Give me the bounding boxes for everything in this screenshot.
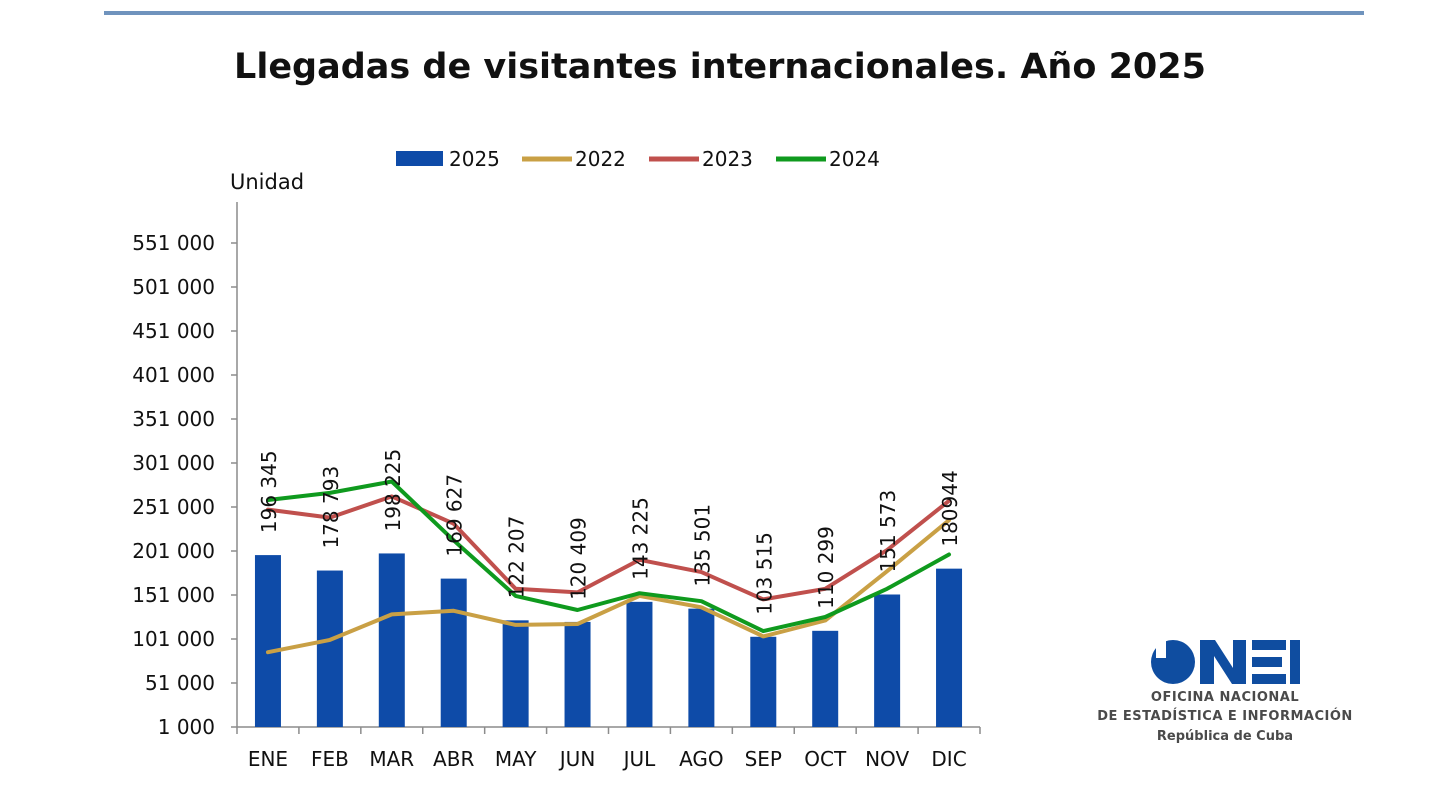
x-tick-label: MAR	[369, 747, 414, 771]
x-tick-label: JUL	[622, 747, 657, 771]
x-tick-label: JUN	[558, 747, 596, 771]
bar-sep	[750, 636, 777, 727]
data-label-oct: 110 299	[814, 526, 838, 609]
y-tick-label: 251 000	[132, 495, 215, 519]
y-tick-label: 501 000	[132, 275, 215, 299]
logo-line-3: República de Cuba	[1156, 729, 1294, 744]
x-tick-label: DIC	[931, 747, 966, 771]
bar-ene	[254, 555, 281, 727]
line-series-2024	[266, 479, 951, 634]
y-axis-label: Unidad	[230, 170, 304, 194]
x-tick-label: ABR	[433, 747, 474, 771]
data-label-ene: 196 345	[257, 450, 281, 533]
onei-logo-mark	[1151, 640, 1300, 684]
bar-abr	[440, 578, 467, 727]
data-label-jul: 143 225	[628, 497, 652, 580]
legend-swatch-2025	[396, 151, 443, 166]
y-tick-label: 1 000	[158, 715, 215, 739]
bar-jun	[564, 621, 591, 727]
x-tick-label: OCT	[804, 747, 847, 771]
data-label-sep: 103 515	[752, 532, 776, 615]
data-label-nov: 151 573	[876, 490, 900, 573]
x-tick-label: FEB	[311, 747, 349, 771]
y-tick-label: 451 000	[132, 319, 215, 343]
y-tick-label: 151 000	[132, 583, 215, 607]
y-tick-label: 51 000	[145, 671, 215, 695]
y-tick-label: 401 000	[132, 363, 215, 387]
legend-label-2025: 2025	[449, 147, 500, 171]
y-tick-label: 551 000	[132, 231, 215, 255]
bar-may	[502, 620, 529, 727]
logo-line-1: OFICINA NACIONAL	[1150, 690, 1300, 705]
data-label-abr: 169 627	[443, 474, 467, 557]
line-series-2022	[266, 518, 951, 655]
y-tick-label: 351 000	[132, 407, 215, 431]
bar-jul	[626, 601, 653, 727]
legend-label-2024: 2024	[829, 147, 880, 171]
bar-ago	[688, 608, 715, 727]
x-tick-label: SEP	[745, 747, 782, 771]
x-tick-label: NOV	[865, 747, 909, 771]
line-series-2023	[266, 494, 951, 602]
y-tick-label: 301 000	[132, 451, 215, 475]
legend-label-2022: 2022	[575, 147, 626, 171]
bar-mar	[378, 553, 405, 727]
data-label-may: 122 207	[505, 516, 529, 599]
x-tick-label: ENE	[248, 747, 288, 771]
bar-nov	[874, 594, 901, 727]
page-title: Llegadas de visitantes internacionales. …	[234, 47, 1206, 87]
data-label-jun: 120 409	[567, 517, 591, 600]
legend-label-2023: 2023	[702, 147, 753, 171]
y-tick-label: 201 000	[132, 539, 215, 563]
y-tick-label: 101 000	[132, 627, 215, 651]
x-tick-label: MAY	[495, 747, 537, 771]
data-label-dic: 180944	[938, 470, 962, 546]
bar-oct	[812, 630, 839, 727]
bar-feb	[316, 570, 343, 727]
bar-dic	[936, 568, 963, 727]
x-tick-label: AGO	[679, 747, 724, 771]
top-rule	[104, 11, 1364, 15]
data-label-mar: 198 225	[381, 449, 405, 532]
data-label-ago: 135 501	[690, 504, 714, 587]
onei-logo: OFICINA NACIONAL DE ESTADÍSTICA E INFORM…	[1090, 636, 1360, 756]
logo-line-2: DE ESTADÍSTICA E INFORMACIÓN	[1097, 709, 1353, 724]
data-label-feb: 178 793	[319, 466, 343, 549]
